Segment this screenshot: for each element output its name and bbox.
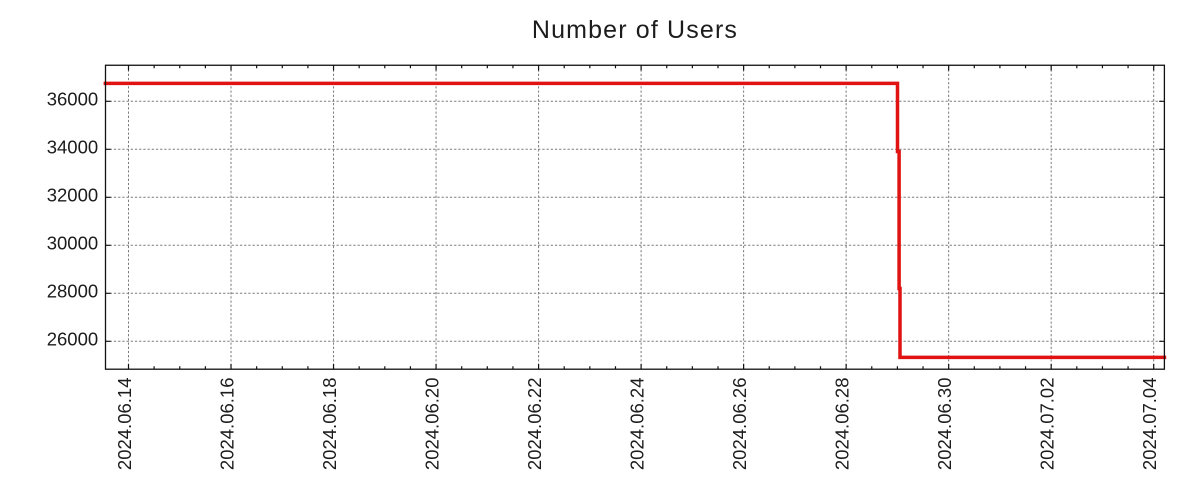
svg-text:36000: 36000 bbox=[47, 88, 98, 109]
svg-text:2024.06.16: 2024.06.16 bbox=[216, 378, 237, 471]
svg-text:2024.06.26: 2024.06.26 bbox=[729, 378, 750, 471]
svg-text:2024.06.28: 2024.06.28 bbox=[831, 378, 852, 471]
svg-text:2024.06.30: 2024.06.30 bbox=[934, 377, 955, 470]
svg-text:28000: 28000 bbox=[47, 280, 98, 301]
svg-text:Number of Users: Number of Users bbox=[532, 16, 738, 44]
svg-text:2024.07.04: 2024.07.04 bbox=[1139, 378, 1160, 471]
svg-text:34000: 34000 bbox=[47, 136, 98, 157]
svg-text:2024.06.24: 2024.06.24 bbox=[626, 378, 647, 471]
svg-text:2024.07.02: 2024.07.02 bbox=[1036, 378, 1057, 471]
svg-text:26000: 26000 bbox=[47, 328, 98, 349]
svg-text:2024.06.18: 2024.06.18 bbox=[319, 378, 340, 471]
svg-text:2024.06.20: 2024.06.20 bbox=[421, 378, 442, 471]
svg-text:2024.06.14: 2024.06.14 bbox=[114, 378, 135, 471]
svg-text:2024.06.22: 2024.06.22 bbox=[524, 378, 545, 471]
svg-text:32000: 32000 bbox=[47, 184, 98, 205]
svg-text:30000: 30000 bbox=[47, 232, 98, 253]
